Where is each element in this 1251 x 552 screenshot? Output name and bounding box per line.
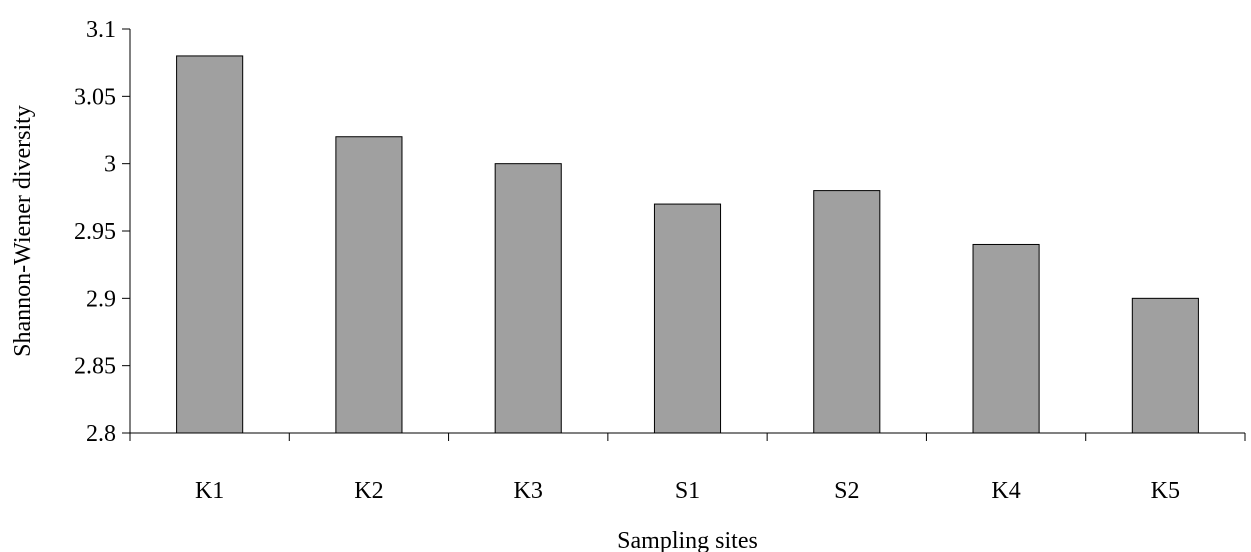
y-tick-label: 2.9 [86, 286, 116, 312]
y-axis-title: Shannon-Wiener diversity [10, 105, 36, 357]
bar-k2 [335, 136, 403, 434]
x-axis-title: Sampling sites [617, 528, 758, 552]
bar-k5 [1131, 297, 1199, 434]
bar-s2 [813, 190, 881, 434]
y-tick-label: 3.1 [86, 17, 116, 43]
bar-k3 [494, 163, 562, 434]
y-tick-label: 2.85 [74, 354, 116, 380]
x-ticks-group: K1 K2 K3 S1 S2 K4 K5 [129, 433, 1246, 504]
bar-s1 [653, 203, 722, 434]
y-tick-label: 2.8 [86, 421, 116, 447]
x-tick-label: S2 [834, 478, 859, 504]
x-tick-label: K3 [514, 478, 543, 504]
x-tick-label: K4 [991, 478, 1020, 504]
x-tick-label: K2 [354, 478, 383, 504]
y-ticks-group: 2.8 2.85 2.9 2.95 3 3.05 3.1 [74, 17, 130, 447]
bars-group [176, 55, 1199, 434]
x-tick-label: K1 [195, 478, 224, 504]
bar-k4 [972, 243, 1040, 434]
bar-k1 [176, 55, 244, 434]
x-tick-label: S1 [675, 478, 700, 504]
y-tick-label: 2.95 [74, 219, 116, 245]
y-tick-label: 3.05 [74, 84, 116, 110]
x-tick-label: K5 [1151, 478, 1180, 504]
y-tick-label: 3 [104, 152, 116, 178]
